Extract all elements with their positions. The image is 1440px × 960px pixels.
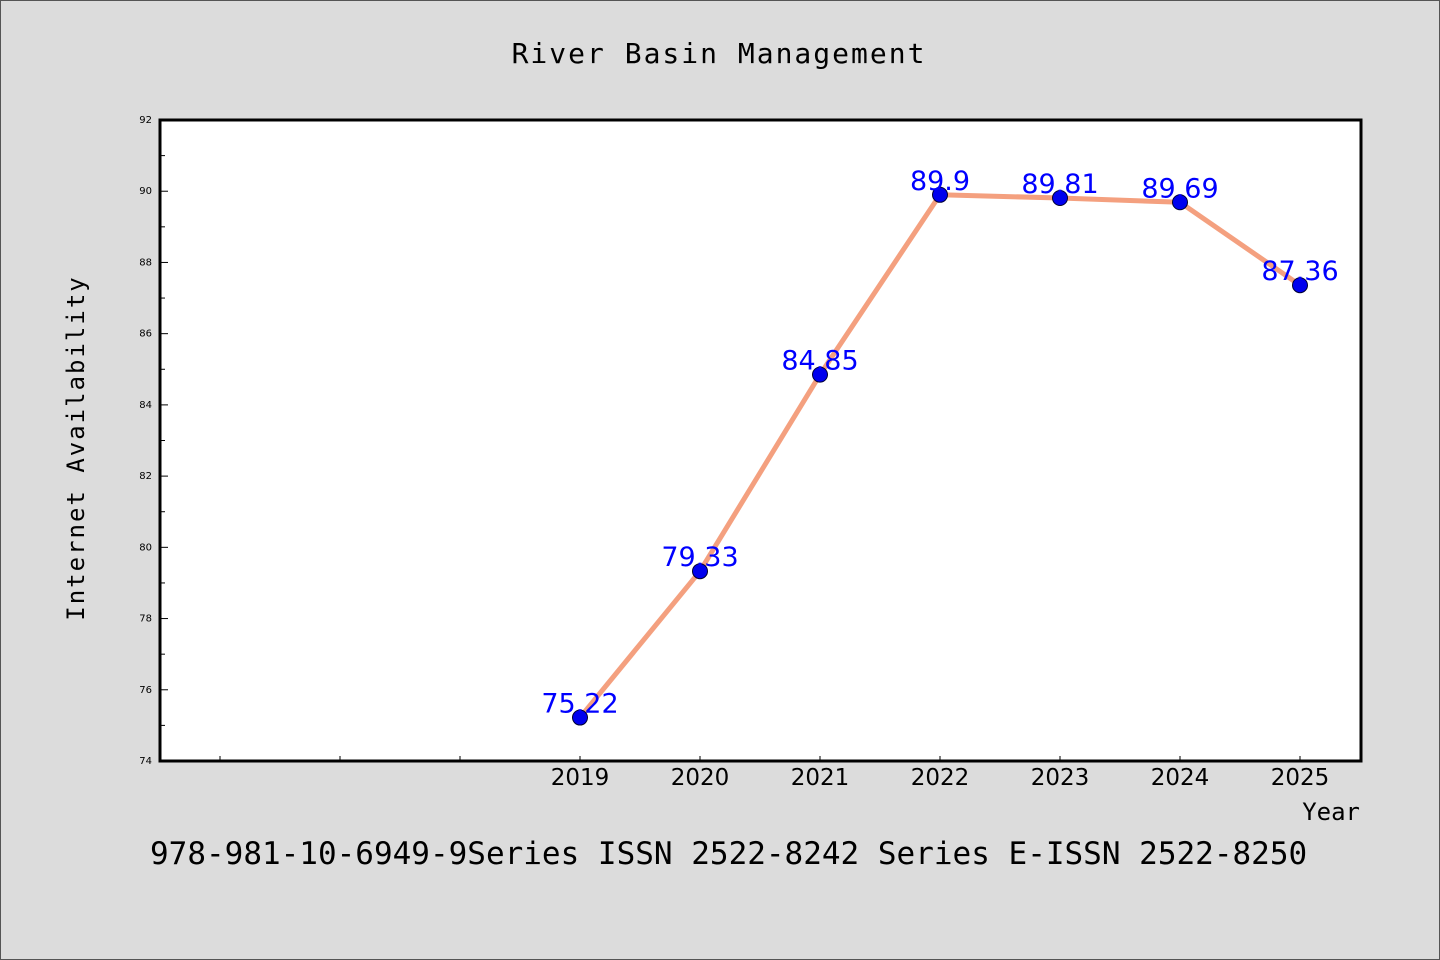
data-labels: 75.22 79.33 84.85 89.9 89.81 89.69 87.36 [541, 166, 1338, 720]
plot-area [160, 120, 1361, 761]
y-tick-label: 90 [139, 186, 152, 197]
data-point [1292, 277, 1308, 294]
y-tick-label: 74 [139, 756, 152, 767]
data-point [692, 563, 708, 580]
data-label: 89.69 [1141, 173, 1218, 204]
x-tick-label: 2022 [911, 765, 970, 791]
y-tick-label: 88 [139, 257, 152, 268]
plot-border [158, 118, 1363, 763]
y-tick-label: 82 [139, 471, 152, 482]
data-label: 84.85 [781, 346, 858, 377]
x-axis-label: Year [1302, 798, 1360, 826]
data-point [572, 709, 588, 726]
y-tick-label: 84 [139, 400, 152, 411]
data-label: 75.22 [541, 689, 618, 720]
y-tick-label: 92 [139, 115, 152, 126]
y-tick-label: 80 [139, 542, 152, 553]
x-tick-label: 2024 [1151, 765, 1210, 791]
footer-text: 978-981-10-6949-9Series ISSN 2522-8242 S… [150, 836, 1307, 872]
x-tick-label: 2019 [551, 765, 610, 791]
data-label: 89.81 [1021, 169, 1098, 200]
data-point [1052, 189, 1068, 206]
data-label: 89.9 [910, 166, 970, 197]
y-tick-label: 78 [139, 614, 152, 625]
x-tick-label: 2020 [671, 765, 730, 791]
y-axis-label: Internet Availability [62, 275, 90, 620]
x-axis: 2019 2020 2021 2022 2023 2024 2025 [219, 756, 1330, 791]
x-tick-label: 2021 [791, 765, 850, 791]
data-point [932, 186, 948, 203]
y-tick-label: 76 [139, 685, 152, 696]
data-label: 87.36 [1261, 256, 1338, 287]
data-markers [572, 186, 1308, 726]
data-label: 79.33 [661, 542, 738, 573]
data-point [812, 366, 828, 383]
data-point [1172, 194, 1188, 211]
x-tick-label: 2025 [1271, 765, 1330, 791]
x-tick-label: 2023 [1031, 765, 1090, 791]
y-tick-label: 86 [139, 329, 152, 340]
chart-title: River Basin Management [512, 37, 927, 70]
